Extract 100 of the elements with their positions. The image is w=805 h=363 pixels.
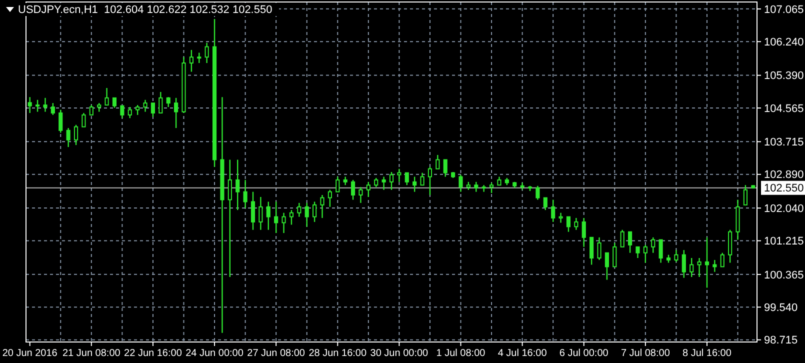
candlestick: [366, 181, 370, 198]
candlestick: [197, 52, 202, 64]
candlestick: [166, 96, 170, 108]
candlestick: [43, 97, 48, 112]
candlestick: [112, 97, 117, 108]
candlestick: [582, 217, 586, 248]
candlestick: [120, 105, 124, 119]
candlestick: [489, 182, 494, 194]
candlestick: [266, 201, 270, 230]
y-tick-label: 100.365: [764, 269, 804, 282]
x-tick-label: 27 Jun 08:00: [247, 348, 306, 359]
candlestick: [74, 124, 78, 146]
candlestick: [404, 172, 409, 186]
y-tick-label: 106.240: [764, 36, 804, 48]
candlestick: [136, 104, 140, 116]
candlestick: [712, 259, 717, 272]
x-tick-label: 4 Jul 16:00: [498, 348, 548, 359]
candlestick: [697, 257, 702, 278]
candlestick: [50, 102, 55, 116]
x-tick-label: 20 Jun 2016: [2, 348, 58, 359]
candlestick: [174, 97, 178, 129]
x-tick-label: 22 Jun 16:00: [124, 348, 182, 359]
x-tick-label: 8 Jul 16:00: [682, 348, 732, 359]
candlestick: [743, 184, 748, 206]
candlestick: [612, 242, 617, 268]
candlestick: [36, 99, 40, 112]
candlestick: [312, 201, 317, 223]
candlestick: [150, 102, 155, 118]
candlestick: [720, 252, 724, 268]
candlestick: [236, 159, 240, 211]
y-tick-label: 99.540: [764, 302, 798, 314]
candlestick: [389, 171, 394, 190]
candlestick: [143, 99, 148, 112]
candlestick: [428, 166, 432, 196]
candlestick: [482, 184, 486, 192]
candlestick: [89, 104, 94, 116]
candlestick: [82, 112, 86, 128]
candlestick: [574, 217, 578, 230]
x-tick-label: 30 Jun 00:00: [370, 348, 429, 359]
candlestick: [558, 212, 563, 224]
candlestick: [282, 212, 286, 234]
y-tick-label: 102.890: [764, 169, 804, 182]
candlestick: [374, 177, 378, 188]
candlestick: [258, 196, 263, 230]
y-tick-label: 102.040: [764, 202, 804, 215]
candlestick: [651, 236, 656, 254]
candlestick: [690, 257, 694, 278]
candlestick: [320, 194, 324, 219]
candlestick: [297, 202, 302, 218]
candlestick: [704, 236, 710, 288]
candlestick: [158, 91, 163, 114]
y-tick-label: 105.390: [764, 70, 804, 82]
candlestick: [543, 197, 548, 211]
candlestick: [590, 236, 594, 266]
candlestick: [412, 176, 417, 192]
candlestick: [420, 172, 424, 186]
candlestick: [350, 179, 356, 200]
candlestick: [520, 182, 524, 190]
x-tick-label: 28 Jun 16:00: [308, 348, 367, 359]
candlestick: [336, 176, 340, 192]
candlestick: [58, 109, 63, 134]
candlestick: [328, 189, 332, 208]
candlestick: [436, 154, 440, 170]
candlestick: [289, 209, 294, 226]
candlestick: [358, 186, 363, 204]
chart-title: USDJPY.ecn,H1 102.604 102.622 102.532 102.550: [18, 4, 272, 16]
candlestick: [382, 176, 386, 190]
x-tick-label: 7 Jul 08:00: [620, 348, 670, 359]
candlestick: [104, 87, 109, 106]
candlestick: [458, 174, 463, 192]
candlestick: [304, 202, 309, 228]
candlestick: [620, 229, 624, 248]
candlestick: [566, 216, 571, 232]
x-tick-label: 1 Jul 08:00: [436, 348, 486, 359]
x-tick-label: 6 Jul 00:00: [559, 348, 609, 359]
candlestick: [228, 159, 232, 278]
candlestick: [682, 249, 686, 278]
y-tick-label: 104.565: [764, 102, 804, 115]
candlestick: [243, 179, 248, 209]
candlestick: [474, 181, 478, 192]
y-tick-label: 101.215: [764, 236, 804, 248]
candlestick: [274, 201, 278, 234]
candlestick: [643, 244, 648, 264]
candlestick: [551, 199, 556, 223]
x-tick-label: 24 Jun 00:00: [186, 348, 244, 359]
candlestick: [443, 159, 448, 178]
x-tick-label: 21 Jun 08:00: [62, 348, 121, 359]
candlestick: [28, 96, 32, 114]
candlestick: [536, 185, 540, 200]
ref-line-label: 102.550: [764, 182, 804, 195]
candlestick: [636, 246, 640, 259]
candlestick: [250, 191, 256, 230]
candlestick: [128, 106, 132, 119]
candlestick: [728, 229, 732, 264]
candlestick: [597, 236, 602, 261]
candlestick: [397, 168, 402, 183]
y-tick-label: 103.715: [764, 136, 804, 149]
candlestick: [604, 252, 609, 280]
y-tick-label: 107.065: [764, 4, 804, 16]
candlestick: [204, 42, 209, 64]
